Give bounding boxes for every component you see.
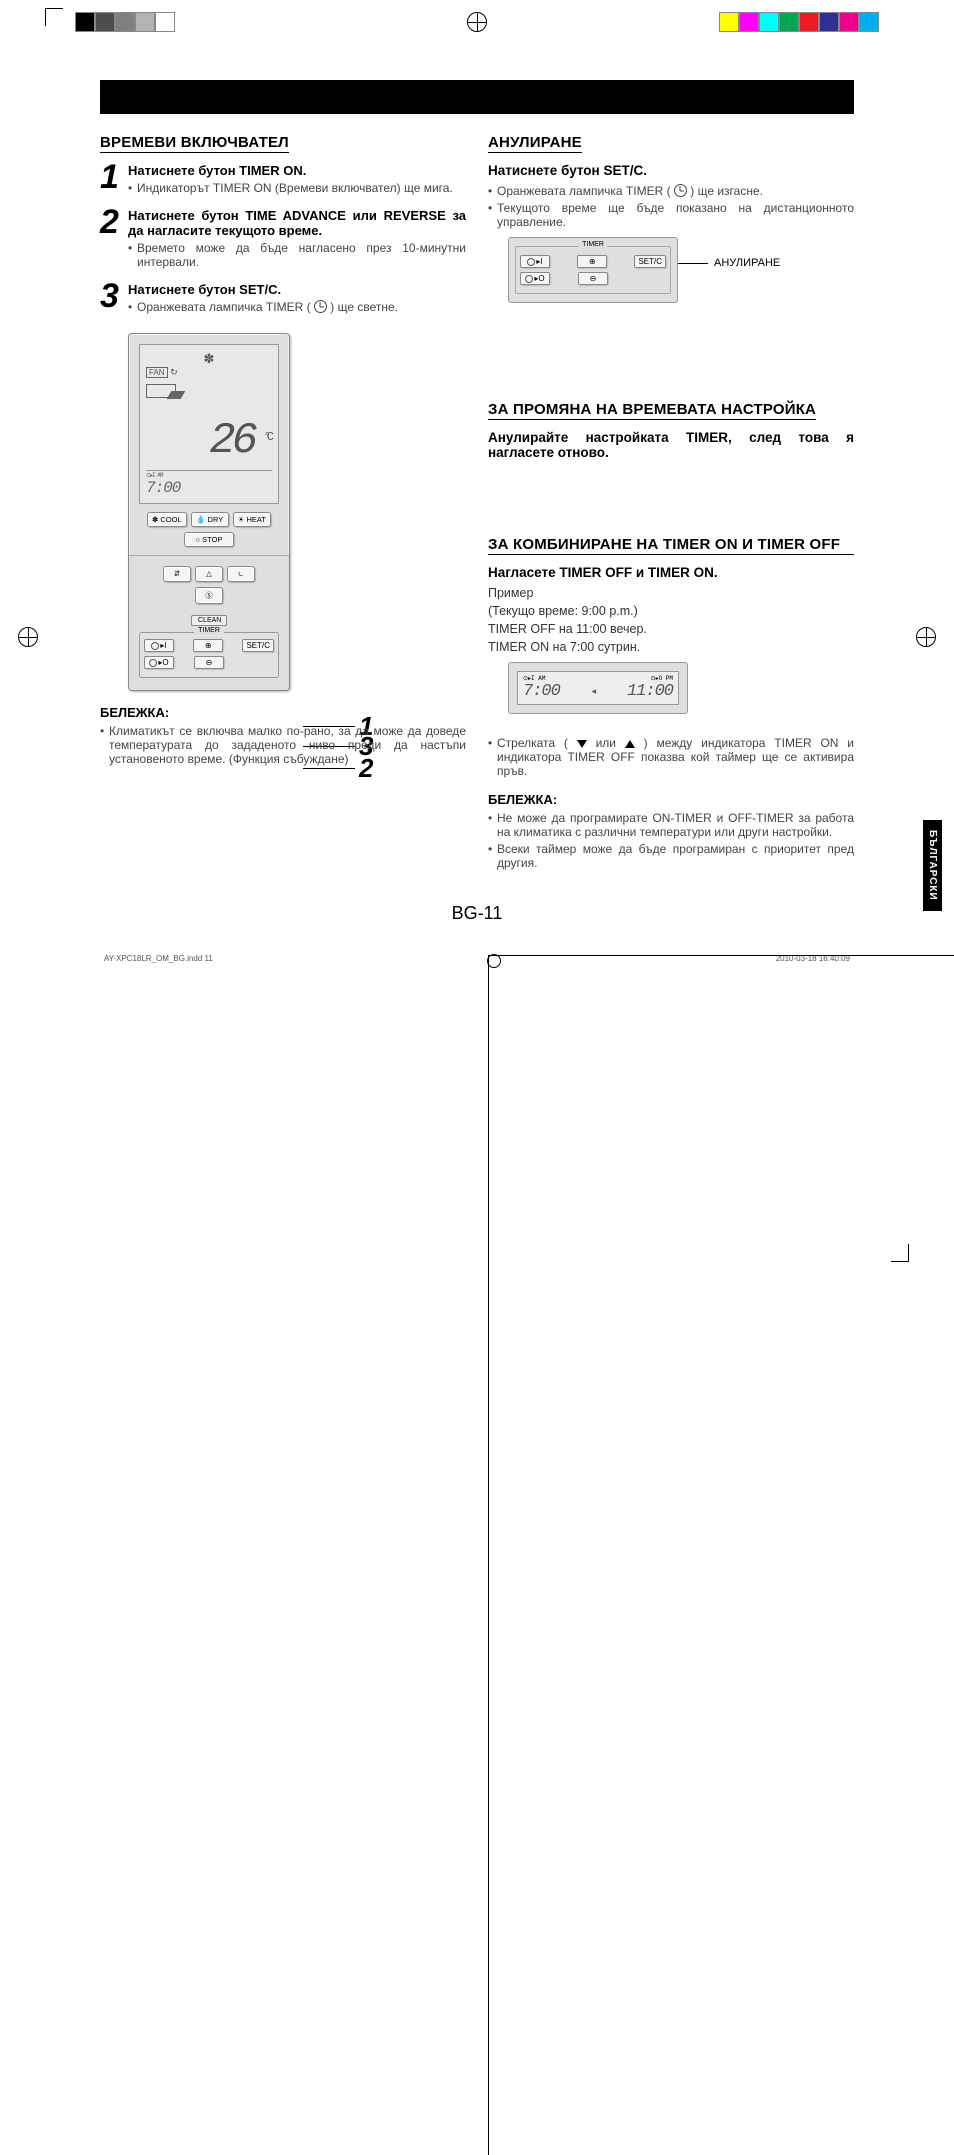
display-timer: ⊙▸I AM 7:00 — [146, 470, 272, 497]
registration-mark — [916, 627, 936, 647]
registration-top — [0, 0, 954, 40]
print-footer: AY-XPC18LR_OM_BG.indd 11 2010-03-18 16:4… — [100, 954, 854, 968]
remote-body: ✽ FAN ↻ 26°C ⊙▸I AM 7:00 ✽ COOL 💧 DRY ☀ … — [128, 333, 290, 691]
dry-button[interactable]: 💧 DRY — [191, 512, 229, 527]
heading-combine: ЗА КОМБИНИРАНЕ НА TIMER ON И TIMER OFF — [488, 536, 854, 555]
heading-change: ЗА ПРОМЯНА НА ВРЕМЕВАТА НАСТРОЙКА — [488, 401, 816, 420]
clean-button[interactable]: CLEAN — [191, 615, 227, 626]
display-temp: 26°C — [146, 416, 272, 466]
clock-icon — [674, 184, 687, 197]
color-bar — [719, 12, 879, 32]
clock-icon — [314, 300, 327, 313]
page-number: BG-11 — [100, 903, 854, 924]
registration-mark — [467, 12, 487, 32]
heat-button[interactable]: ☀ HEAT — [233, 512, 271, 527]
registration-bottom — [0, 1240, 954, 1270]
heading-timer-on: ВРЕМЕВИ ВКЛЮЧВАТЕЛ — [100, 134, 289, 153]
registration-mark — [487, 954, 501, 968]
remote-display: ✽ FAN ↻ 26°C ⊙▸I AM 7:00 — [139, 344, 279, 504]
timer-button-group: TIMER ▸I ⊕ SET/C ▸O ⊖ — [139, 632, 279, 678]
arrow-icon: ◂ — [592, 687, 596, 697]
note-heading: БЕЛЕЖКА: — [100, 705, 466, 720]
timer-minus-button[interactable]: ⊖ — [578, 272, 608, 285]
timer-plus-button[interactable]: ⊕ — [577, 255, 607, 268]
louver-icon — [146, 384, 176, 398]
dual-timer-display: ⊙▸I AM ⊙▸O PM 7:00 ◂ 11:00 — [508, 662, 688, 714]
timer-plus-button[interactable]: ⊕ — [193, 639, 223, 652]
timer-panel-cancel: TIMER ▸I ⊕ SET/C ▸O ⊖ — [508, 237, 678, 303]
stop-button[interactable]: ○ STOP — [184, 532, 234, 547]
header-bar — [100, 80, 854, 114]
cool-button[interactable]: ✽ COOL — [147, 512, 187, 527]
temp-up-button[interactable]: △ — [195, 566, 223, 582]
setc-button[interactable]: SET/C — [634, 255, 666, 268]
note-text: Климатикът се включва малко по-рано, за … — [100, 724, 466, 766]
remote-diagram: ✽ FAN ↻ 26°C ⊙▸I AM 7:00 ✽ COOL 💧 DRY ☀ … — [128, 333, 466, 691]
timer-minus-button[interactable]: ⊖ — [194, 656, 224, 669]
sleep-button[interactable]: ⏾ — [227, 566, 255, 582]
crop-mark — [891, 1244, 909, 1262]
triangle-up-icon — [625, 740, 635, 748]
timer-on-button[interactable]: ▸I — [144, 639, 174, 652]
right-column: АНУЛИРАНЕ Натиснете бутон SET/C. Оранжев… — [488, 134, 854, 873]
setc-button[interactable]: SET/C — [242, 639, 274, 652]
heading-cancel: АНУЛИРАНЕ — [488, 134, 582, 153]
snowflake-icon: ✽ — [146, 351, 272, 367]
triangle-down-icon — [577, 740, 587, 748]
step-2: 2 Натиснете бутон TIME ADVANCE или REVER… — [100, 208, 466, 272]
left-column: ВРЕМЕВИ ВКЛЮЧВАТЕЛ 1 Натиснете бутон TIM… — [100, 134, 466, 873]
callout-cancel: АНУЛИРАНЕ — [678, 257, 780, 269]
swing-button[interactable]: ⇵ — [163, 566, 191, 582]
grayscale-bar — [75, 12, 175, 32]
crop-mark — [45, 8, 63, 26]
note-heading: БЕЛЕЖКА: — [488, 792, 854, 807]
step-1: 1 Натиснете бутон TIMER ON. Индикаторът … — [100, 163, 466, 198]
timer-off-button[interactable]: ▸O — [144, 656, 174, 669]
step-3: 3 Натиснете бутон SET/C. Оранжевата ламп… — [100, 282, 466, 317]
timer-off-button[interactable]: ▸O — [520, 272, 550, 285]
language-tab: БЪЛГАРСКИ — [923, 820, 942, 911]
registration-mark — [18, 627, 38, 647]
page: ВРЕМЕВИ ВКЛЮЧВАТЕЛ 1 Натиснете бутон TIM… — [55, 40, 899, 1240]
timer-on-button[interactable]: ▸I — [520, 255, 550, 268]
s-button[interactable]: Ⓢ — [195, 587, 223, 604]
